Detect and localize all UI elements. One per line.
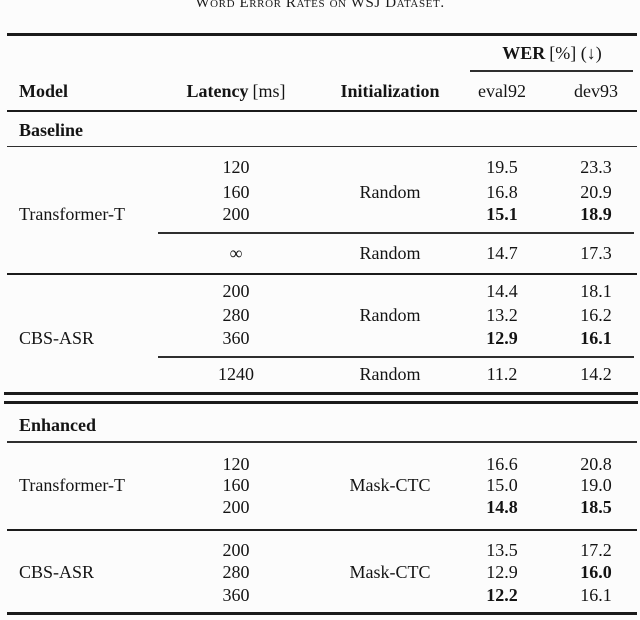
col-header-initialization: Initialization <box>340 81 440 101</box>
cell-dev93: 16.2 <box>580 305 612 325</box>
cell-dev93-best: 16.0 <box>580 562 612 582</box>
latency-label: Latency <box>186 81 249 101</box>
cell-latency: 200 <box>222 540 250 560</box>
cell-initialization: Mask-CTC <box>349 475 431 495</box>
cell-latency: 280 <box>222 305 250 325</box>
col-header-dev93: dev93 <box>574 81 618 101</box>
cell-latency: 160 <box>222 182 250 202</box>
cell-eval92: 13.5 <box>486 540 518 560</box>
latency-unit: [ms] <box>252 81 286 101</box>
bottom-rule <box>7 611 637 615</box>
cell-initialization: Random <box>359 364 421 384</box>
cell-latency: 120 <box>222 454 250 474</box>
cell-eval92: 14.7 <box>486 243 518 263</box>
wer-unit-arrow: [%] (↓) <box>549 43 602 63</box>
cell-initialization: Random <box>359 243 421 263</box>
cell-dev93-best: 18.9 <box>580 204 612 224</box>
cell-initialization: Mask-CTC <box>349 562 431 582</box>
cell-latency: 360 <box>222 328 250 348</box>
model-label-baseline-transformer: Transformer-T <box>19 204 125 224</box>
top-rule <box>7 32 637 36</box>
cell-dev93-best: 18.5 <box>580 497 612 517</box>
cell-eval92: 11.2 <box>486 364 518 384</box>
cbs-group-cmidrule <box>158 356 634 358</box>
cell-eval92: 13.2 <box>486 305 518 325</box>
cell-initialization: Random <box>359 305 421 325</box>
section-divider-rule-a <box>4 392 638 395</box>
cell-eval92: 12.9 <box>486 562 518 582</box>
wer-label: WER <box>502 43 546 63</box>
cell-eval92: 16.6 <box>486 454 518 474</box>
cell-dev93-best: 16.1 <box>580 328 612 348</box>
cell-latency: 160 <box>222 475 250 495</box>
col-header-eval92: eval92 <box>478 81 526 101</box>
wer-cmidrule <box>470 70 633 72</box>
cell-eval92-best: 12.9 <box>486 328 518 348</box>
model-label-baseline-cbs: CBS-ASR <box>19 328 95 348</box>
col-header-latency: Latency [ms] <box>161 79 311 103</box>
cell-eval92-best: 14.8 <box>486 497 518 517</box>
cell-dev93: 14.2 <box>580 364 612 384</box>
cell-dev93: 20.9 <box>580 182 612 202</box>
cell-latency: 200 <box>222 204 250 224</box>
model-label-enhanced-cbs: CBS-ASR <box>19 562 95 582</box>
cell-eval92-best: 15.1 <box>486 204 518 224</box>
col-header-model: Model <box>19 81 68 101</box>
cell-dev93: 16.1 <box>580 585 612 605</box>
cell-dev93: 19.0 <box>580 475 612 495</box>
mid-rule-1 <box>7 272 637 275</box>
cell-eval92-best: 12.2 <box>486 585 518 605</box>
section-divider-rule-b <box>4 401 638 404</box>
header-midrule <box>7 110 637 112</box>
cell-latency-infinity: ∞ <box>229 243 243 263</box>
enhanced-label-rule <box>7 441 637 443</box>
cell-eval92: 16.8 <box>486 182 518 202</box>
cell-latency: 1240 <box>218 364 254 384</box>
cell-latency: 200 <box>222 497 250 517</box>
wer-span-header: WER [%] (↓) <box>472 41 632 65</box>
cell-latency: 120 <box>222 157 250 177</box>
cell-eval92: 19.5 <box>486 157 518 177</box>
cell-dev93: 20.8 <box>580 454 612 474</box>
cell-eval92: 15.0 <box>486 475 518 495</box>
tt-group-cmidrule <box>158 232 634 234</box>
cell-dev93: 18.1 <box>580 281 612 301</box>
cell-initialization: Random <box>359 182 421 202</box>
baseline-label-rule <box>7 145 637 147</box>
cell-latency: 360 <box>222 585 250 605</box>
cell-eval92: 14.4 <box>486 281 518 301</box>
table-caption: Word Error Rates on WSJ Dataset. <box>195 0 445 11</box>
model-label-enhanced-transformer: Transformer-T <box>19 475 125 495</box>
cell-latency: 280 <box>222 562 250 582</box>
mid-rule-2 <box>7 529 637 531</box>
section-label-baseline: Baseline <box>19 120 84 140</box>
cell-latency: 200 <box>222 281 250 301</box>
cell-dev93: 23.3 <box>580 157 612 177</box>
section-label-enhanced: Enhanced <box>19 415 97 435</box>
cell-dev93: 17.3 <box>580 243 612 263</box>
cell-dev93: 17.2 <box>580 540 612 560</box>
